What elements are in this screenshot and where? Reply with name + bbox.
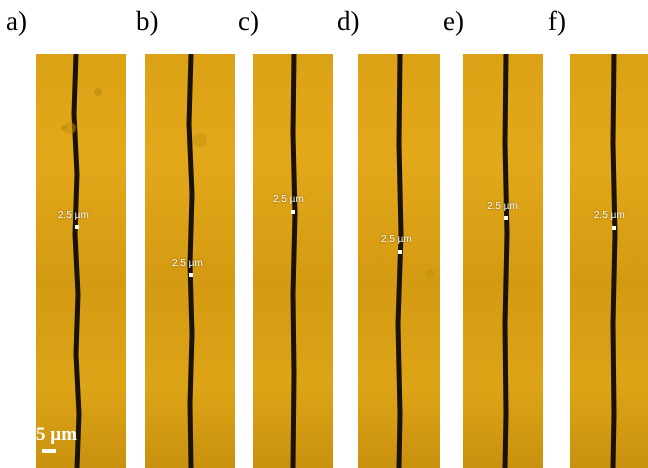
micrograph-strip-c: 2.5 µm bbox=[253, 54, 333, 468]
micrograph-strip-b: 2.5 µm bbox=[145, 54, 235, 468]
track-line-b bbox=[186, 54, 207, 468]
scale-bar-line bbox=[42, 449, 56, 453]
scale-marker-f bbox=[612, 226, 616, 230]
micrograph-strip-e: 2.5 µm bbox=[463, 54, 543, 468]
micrograph-strip-a: 2.5 µm 5 µm bbox=[36, 54, 126, 468]
scale-annotation-a: 2.5 µm bbox=[58, 210, 89, 221]
scale-annotation-b: 2.5 µm bbox=[172, 258, 203, 269]
micrograph-strip-d: 2.5 µm bbox=[358, 54, 440, 468]
track-line-c bbox=[290, 54, 298, 468]
scale-annotation-f: 2.5 µm bbox=[594, 210, 625, 221]
scale-annotation-d: 2.5 µm bbox=[381, 234, 412, 245]
track-line-f bbox=[610, 54, 618, 468]
track-line-d bbox=[395, 54, 435, 468]
panel-label-d: d) bbox=[337, 6, 360, 36]
scale-bar-label: 5 µm bbox=[36, 424, 78, 445]
track-line-e bbox=[502, 54, 510, 468]
scale-annotation-e: 2.5 µm bbox=[487, 201, 518, 212]
scale-marker-c bbox=[291, 210, 295, 214]
track-line-a bbox=[61, 54, 102, 468]
panel-label-e: e) bbox=[443, 6, 464, 36]
scale-marker-a bbox=[75, 225, 79, 229]
micrograph-strip-f: 2.5 µm bbox=[570, 54, 648, 468]
scale-marker-d bbox=[398, 250, 402, 254]
panel-label-b: b) bbox=[136, 6, 159, 36]
panel-label-c: c) bbox=[238, 6, 259, 36]
scale-annotation-c: 2.5 µm bbox=[273, 194, 304, 205]
panel-label-a: a) bbox=[6, 6, 27, 36]
panel-label-f: f) bbox=[548, 6, 566, 36]
scale-marker-e bbox=[504, 216, 508, 220]
scale-marker-b bbox=[189, 273, 193, 277]
